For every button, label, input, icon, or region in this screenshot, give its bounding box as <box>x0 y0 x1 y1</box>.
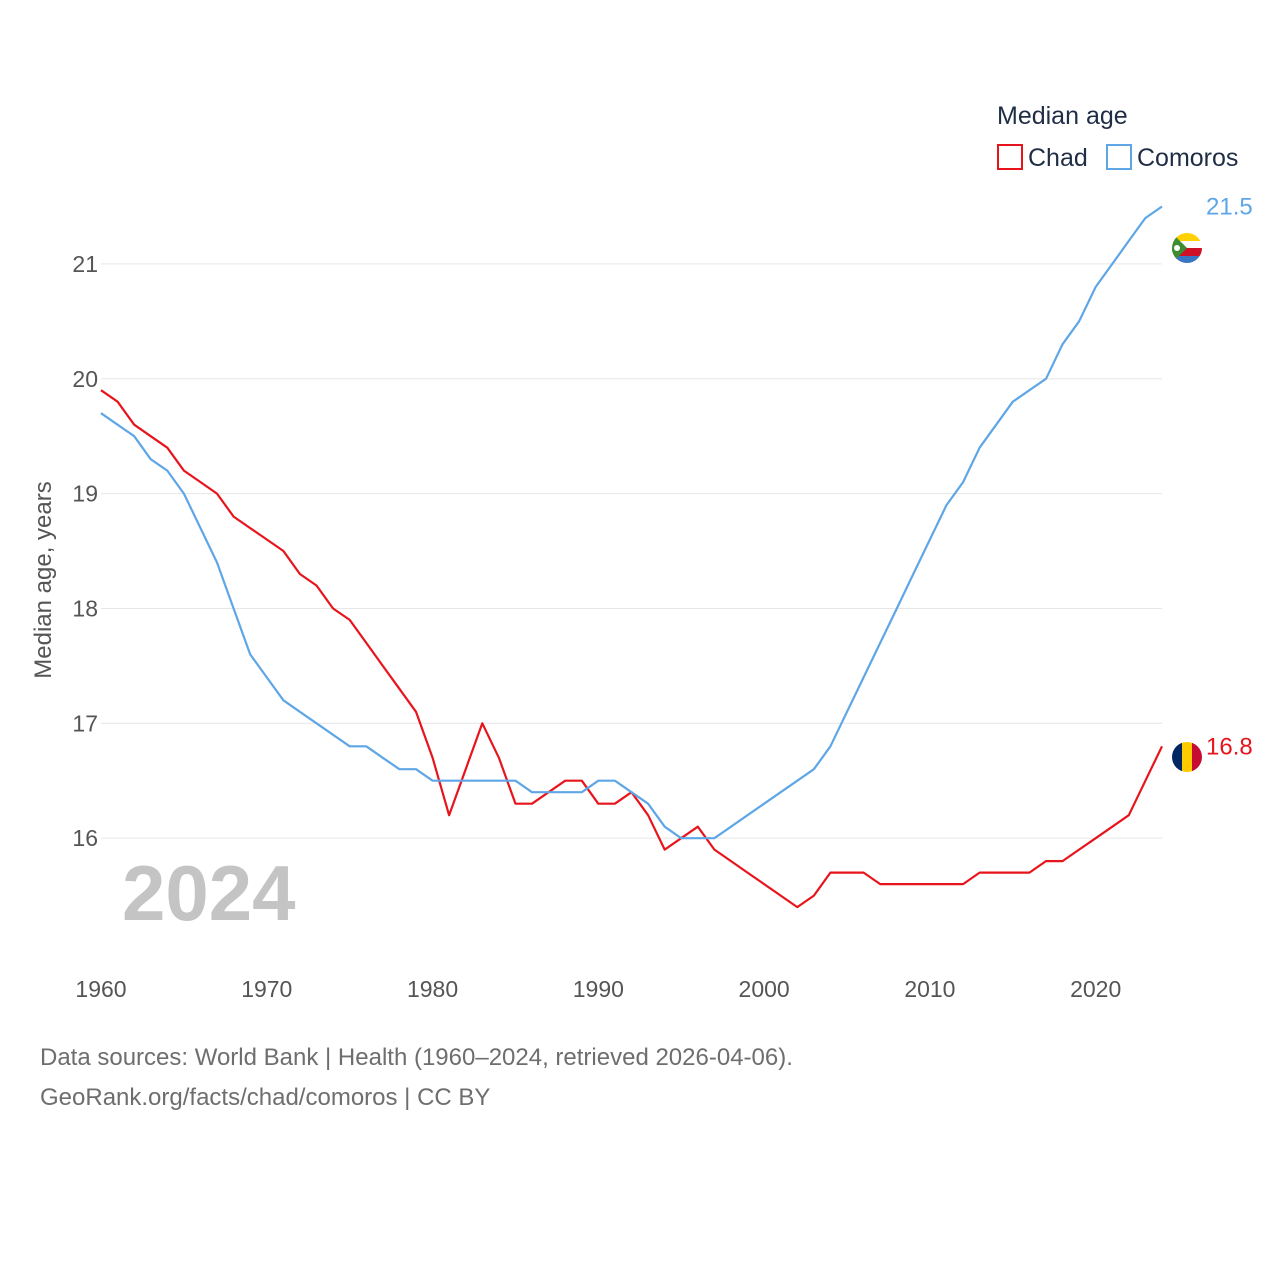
y-tick-label: 21 <box>72 251 98 277</box>
legend-label-chad[interactable]: Chad <box>1028 144 1088 172</box>
x-tick-label: 1960 <box>75 976 126 1002</box>
series-line-chad[interactable] <box>100 389 1163 909</box>
x-tick-label: 2020 <box>1070 976 1121 1002</box>
gridlines <box>101 263 1162 839</box>
comoros-flag-icon <box>1172 233 1202 263</box>
legend-swatch-comoros[interactable] <box>1106 144 1132 170</box>
y-tick-label: 17 <box>72 710 98 736</box>
x-tick-label: 2010 <box>904 976 955 1002</box>
end-label-chad: 16.8 <box>1206 733 1253 760</box>
chad-flag-icon <box>1172 742 1202 772</box>
line-chart: 16 17 18 19 20 21 1960 1970 1980 1990 2000 2010 202… <box>30 102 1253 1002</box>
y-tick-label: 18 <box>72 595 98 621</box>
y-axis-ticks: 16 17 18 19 20 21 <box>72 251 98 851</box>
legend: Median age Chad Comoros <box>997 102 1238 172</box>
x-tick-label: 1990 <box>573 976 624 1002</box>
legend-title: Median age <box>997 102 1128 130</box>
current-year-label: 2024 <box>122 849 296 937</box>
series-lines <box>100 205 1163 909</box>
end-value-labels: 16.8 21.5 <box>1206 193 1253 760</box>
x-axis-ticks: 1960 1970 1980 1990 2000 2010 2020 <box>75 976 1121 1002</box>
footer-sources: Data sources: World Bank | Health (1960–… <box>40 1044 793 1071</box>
legend-label-comoros[interactable]: Comoros <box>1137 144 1238 172</box>
x-tick-label: 1980 <box>407 976 458 1002</box>
y-axis-label: Median age, years <box>30 481 57 678</box>
series-line-comoros[interactable] <box>100 205 1163 840</box>
end-label-comoros: 21.5 <box>1206 193 1253 220</box>
footer-attribution: GeoRank.org/facts/chad/comoros | CC BY <box>40 1084 491 1111</box>
legend-swatch-chad[interactable] <box>997 144 1023 170</box>
y-tick-label: 20 <box>72 366 98 392</box>
y-tick-label: 16 <box>72 825 98 851</box>
x-tick-label: 1970 <box>241 976 292 1002</box>
y-tick-label: 19 <box>72 481 98 507</box>
x-tick-label: 2000 <box>739 976 790 1002</box>
